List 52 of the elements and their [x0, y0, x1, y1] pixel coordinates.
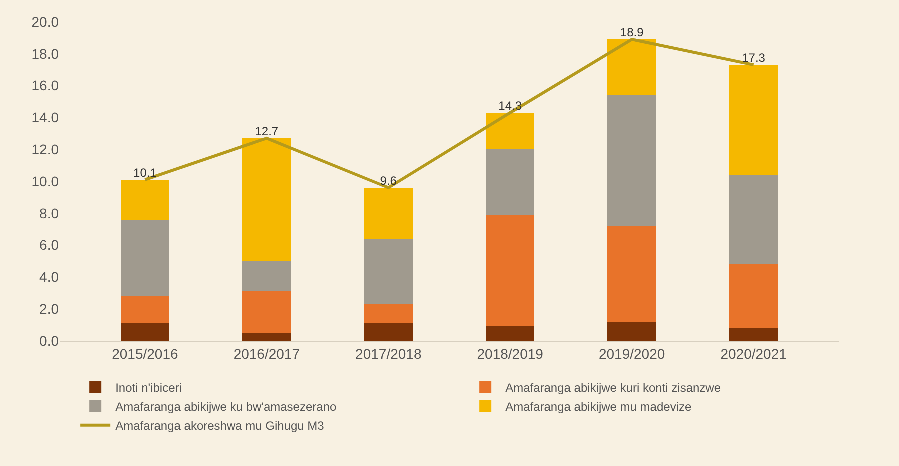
y-tick-label: 8.0 [40, 205, 60, 222]
data-label: 12.7 [255, 124, 279, 138]
data-label: 18.9 [620, 26, 644, 40]
x-tick-label: 2019/2020 [598, 346, 666, 362]
y-tick-label: 14.0 [32, 110, 60, 126]
bar [120, 220, 170, 296]
y-tick-label: 0.0 [40, 332, 60, 349]
x-tick-label: 2017/2018 [356, 346, 422, 362]
legend-label: Amafaranga akoreshwa mu Gihugu M3 [116, 419, 325, 434]
bar [242, 261, 292, 292]
bar [608, 226, 656, 322]
bar [608, 322, 656, 341]
bar [242, 138, 292, 262]
bar [729, 328, 778, 341]
bar [486, 326, 535, 341]
bar [729, 65, 778, 176]
legend-label: Amafaranga abikijwe mu madevize [506, 400, 692, 414]
legend-label: Inoti n'ibiceri [116, 381, 182, 396]
bar [120, 296, 170, 324]
bar [120, 180, 170, 220]
y-tick-label: 6.0 [40, 237, 60, 254]
bar [364, 188, 413, 239]
y-tick-label: 4.0 [40, 269, 60, 286]
bar [608, 95, 656, 226]
data-label: 9.6 [380, 174, 398, 188]
bar [486, 150, 535, 215]
bar [364, 323, 413, 341]
x-tick-label: 2016/2017 [234, 346, 300, 362]
y-tick-label: 10.0 [32, 173, 60, 190]
bar [242, 292, 292, 334]
data-label: 17.3 [742, 51, 766, 66]
legend-label: Amafaranga abikijwe ku bw'amasezerano [116, 400, 337, 414]
y-tick-label: 16.0 [32, 78, 60, 94]
bar [729, 175, 778, 264]
y-tick-label: 20.0 [32, 14, 60, 30]
data-label: 10.1 [134, 166, 158, 180]
bar [608, 40, 656, 96]
x-tick-label: 2020/2021 [720, 346, 788, 362]
x-tick-label: 2015/2016 [112, 346, 178, 362]
x-tick-label: 2018/2019 [477, 346, 544, 362]
bar [729, 264, 778, 328]
bar [486, 215, 535, 327]
y-tick-label: 12.0 [32, 142, 60, 158]
bar [486, 112, 535, 150]
y-tick-label: 2.0 [40, 301, 60, 317]
bar [364, 238, 413, 304]
bar [364, 304, 413, 324]
y-tick-label: 18.0 [32, 46, 60, 62]
bar [242, 333, 292, 341]
legend-label: Amafaranga abikijwe kuri konti zisanzwe [506, 381, 722, 396]
data-label: 14.3 [498, 98, 522, 113]
bar [120, 323, 170, 341]
